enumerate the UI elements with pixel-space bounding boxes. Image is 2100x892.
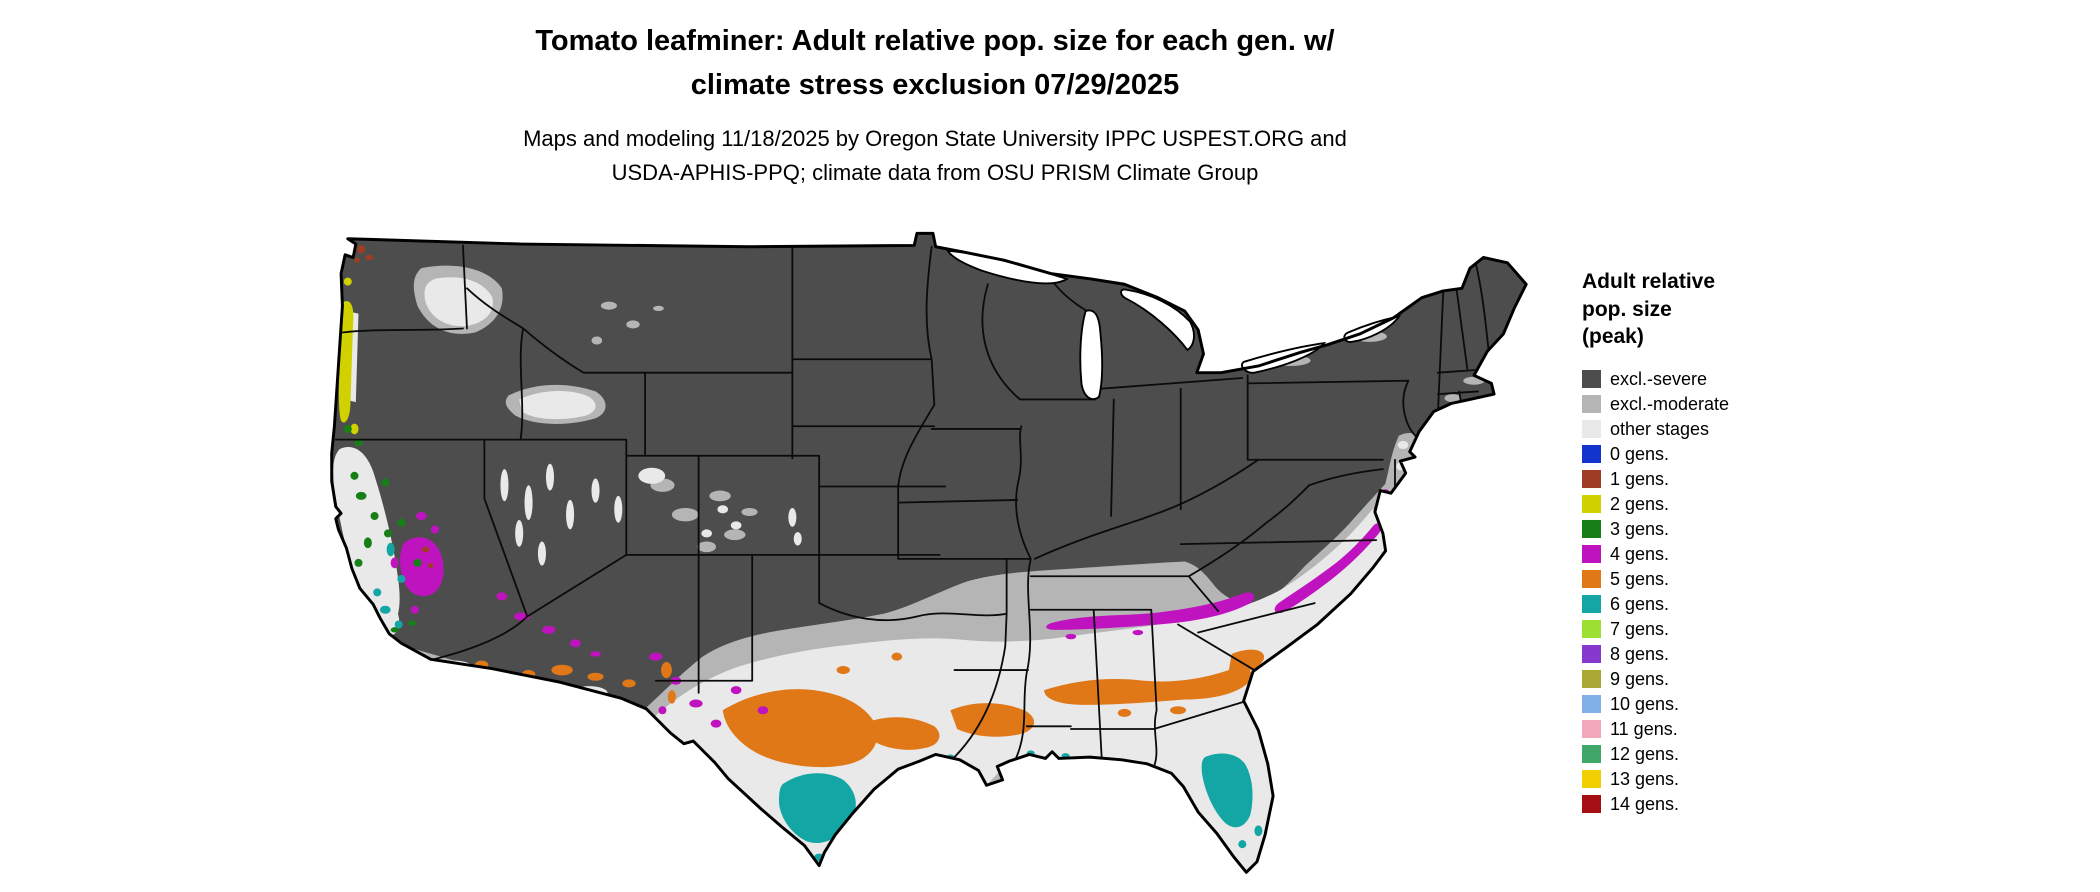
legend-item: 2 gens.: [1582, 491, 1862, 516]
legend-title-line2: pop. size: [1582, 297, 1672, 321]
figure-title-line1: Tomato leafminer: Adult relative pop. si…: [535, 25, 1335, 57]
legend-swatch: [1582, 419, 1601, 438]
legend-item: 4 gens.: [1582, 541, 1862, 566]
legend-swatch: [1582, 769, 1601, 788]
legend-item: 14 gens.: [1582, 791, 1862, 816]
legend-swatch: [1582, 719, 1601, 738]
legend-item: excl.-severe: [1582, 366, 1862, 391]
lake-huron: [1120, 288, 1195, 352]
legend-item-label: 6 gens.: [1610, 593, 1670, 614]
legend-item: 1 gens.: [1582, 466, 1862, 491]
legend-swatch: [1582, 669, 1601, 688]
lake-michigan: [1079, 309, 1104, 400]
legend-swatch: [1582, 519, 1601, 538]
legend-item-label: 11 gens.: [1610, 718, 1678, 739]
legend-item-label: 12 gens.: [1610, 743, 1680, 764]
legend-swatch: [1582, 794, 1601, 813]
legend-item: excl.-moderate: [1582, 391, 1862, 416]
band-4-gens: [390, 489, 1390, 728]
legend-swatch: [1582, 544, 1601, 563]
legend-swatch: [1582, 644, 1601, 663]
us-map-svg: [330, 231, 1528, 874]
figure-subtitle-line2: USDA-APHIS-PPQ; climate data from OSU PR…: [611, 160, 1259, 186]
figure-title: Tomato leafminer: Adult relative pop. si…: [0, 20, 1870, 107]
legend-title-line3: (peak): [1582, 325, 1644, 349]
legend-item-label: excl.-moderate: [1610, 393, 1730, 414]
legend: Adult relative pop. size (peak) excl.-se…: [1582, 268, 1862, 816]
legend-swatch: [1582, 569, 1601, 588]
us-outline: [330, 231, 1528, 874]
band-5-gens: [475, 649, 1265, 768]
figure-subtitle: Maps and modeling 11/18/2025 by Oregon S…: [0, 122, 1870, 190]
legend-swatch: [1582, 619, 1601, 638]
figure-header: Tomato leafminer: Adult relative pop. si…: [0, 20, 1870, 190]
legend-item: 12 gens.: [1582, 741, 1862, 766]
legend-item: 8 gens.: [1582, 641, 1862, 666]
legend-title-line1: Adult relative: [1582, 270, 1716, 293]
legend-item-label: 1 gens.: [1610, 468, 1670, 489]
legend-item-label: 8 gens.: [1610, 643, 1670, 664]
legend-item-label: 14 gens.: [1610, 793, 1680, 814]
legend-item: 5 gens.: [1582, 566, 1862, 591]
band-1-gens: [354, 245, 434, 569]
state-borders: [334, 244, 1490, 768]
legend-item: 9 gens.: [1582, 666, 1862, 691]
legend-item: other stages: [1582, 416, 1862, 441]
legend-item: 0 gens.: [1582, 441, 1862, 466]
legend-item-label: excl.-severe: [1610, 368, 1708, 389]
legend-item: 10 gens.: [1582, 691, 1862, 716]
us-map: [321, 228, 1553, 875]
legend-item-label: 7 gens.: [1610, 618, 1670, 639]
legend-item-label: 0 gens.: [1610, 443, 1670, 464]
legend-title: Adult relative pop. size (peak): [1582, 268, 1862, 351]
legend-swatch: [1582, 494, 1601, 513]
legend-item-label: 10 gens.: [1610, 693, 1680, 714]
legend-swatch: [1582, 394, 1601, 413]
legend-item: 3 gens.: [1582, 516, 1862, 541]
legend-swatch: [1582, 369, 1601, 388]
legend-item-label: other stages: [1610, 418, 1710, 439]
figure-subtitle-line1: Maps and modeling 11/18/2025 by Oregon S…: [523, 126, 1347, 151]
legend-item: 13 gens.: [1582, 766, 1862, 791]
legend-item-label: 13 gens.: [1610, 768, 1680, 789]
legend-item-label: 3 gens.: [1610, 518, 1670, 539]
legend-item-label: 5 gens.: [1610, 568, 1670, 589]
legend-swatch: [1582, 444, 1601, 463]
legend-item: 6 gens.: [1582, 591, 1862, 616]
legend-items: excl.-severe excl.-moderate other stages…: [1582, 366, 1862, 816]
legend-item: 7 gens.: [1582, 616, 1862, 641]
legend-item-label: 2 gens.: [1610, 493, 1670, 514]
legend-item-label: 9 gens.: [1610, 668, 1670, 689]
legend-item: 11 gens.: [1582, 716, 1862, 741]
legend-swatch: [1582, 744, 1601, 763]
legend-swatch: [1582, 594, 1601, 613]
legend-swatch: [1582, 694, 1601, 713]
band-3-gens: [343, 424, 422, 640]
legend-swatch: [1582, 469, 1601, 488]
figure-title-line2: climate stress exclusion 07/29/2025: [690, 68, 1180, 101]
legend-item-label: 4 gens.: [1610, 543, 1670, 564]
